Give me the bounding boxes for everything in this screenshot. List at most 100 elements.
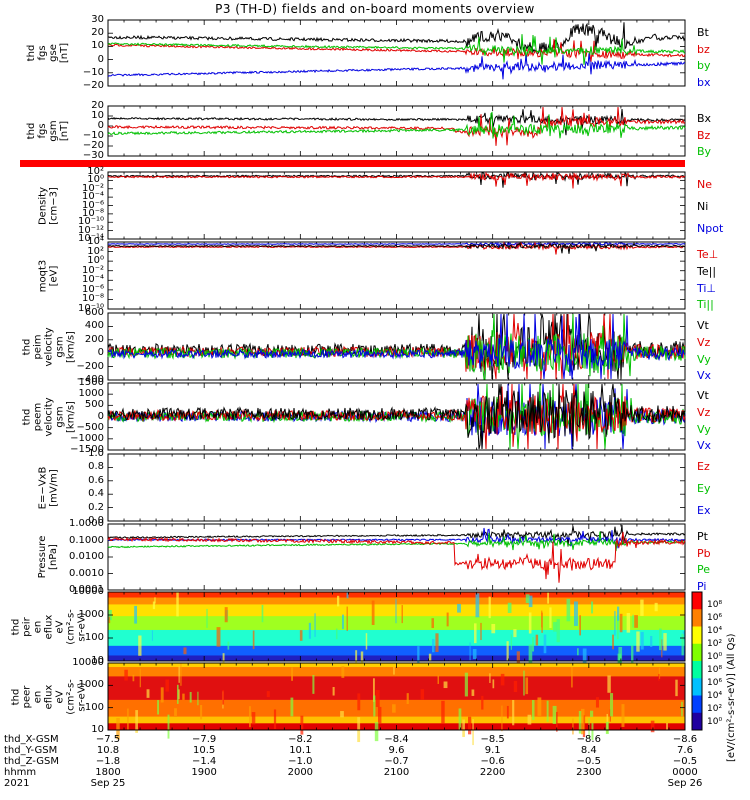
ispec-streak-53: [154, 597, 156, 604]
fgs-ytick-label-2: 10: [91, 40, 104, 52]
ispec-streak-67: [435, 633, 439, 652]
ve-ytick-label-5: −1000: [70, 432, 104, 444]
temp-legend-0: Te⊥: [697, 248, 719, 261]
xaxis-col-0-row-1: 10.8: [96, 745, 120, 756]
fgsgsm-ylabel: thd fgs gsm [nT]: [26, 120, 70, 142]
xaxis-col-3-row-2: −0.7: [384, 756, 409, 767]
ispec-streak-52: [525, 594, 530, 604]
pressure-Pb-line: [107, 531, 686, 583]
xaxis-row-label-2: thd_Z-GSM: [4, 756, 59, 767]
ve-ytick-label-4: −500: [76, 421, 104, 433]
ve-ytick-label-0: 1500: [78, 377, 104, 388]
fgs-ytick-label-4: −10: [82, 66, 104, 78]
ispec-streak-77: [626, 612, 631, 633]
ispec-streak-72: [227, 641, 230, 650]
colorbar-frame: [691, 591, 703, 731]
temp-ytick-label-0: 10⁴: [87, 236, 104, 247]
pressure-ytick-label-0: 1.0000: [69, 518, 104, 529]
espec-ytick-label-1: 1000: [78, 679, 104, 691]
efield-ytick-label-3: 0.4: [88, 488, 104, 500]
ispec-streak-76: [335, 628, 338, 640]
espec-streak-54: [471, 689, 475, 696]
pressure-ytick-label-4: 0.0001: [69, 584, 104, 595]
fgs-ylabel: thd fgs gse [nT]: [26, 42, 70, 64]
colorbar-lower-label-4: 10⁰: [707, 717, 723, 727]
temp-Ti-line: [108, 241, 686, 250]
ispec-streak-79: [108, 616, 111, 624]
espec-streak-30: [607, 675, 611, 693]
espec-streak-79: [591, 723, 594, 740]
espec-streak-32: [406, 693, 409, 705]
espec-streak-8: [139, 668, 141, 688]
xaxis-col-3-row-0: −8.4: [384, 734, 409, 745]
espec-streak-45: [468, 716, 472, 735]
pressure-frame: [107, 523, 686, 591]
pressure-ytick-label-1: 0.1000: [69, 534, 104, 546]
ispec-streak-51: [661, 639, 663, 658]
pressure-Pe-line: [107, 531, 686, 552]
xaxis-col-1-row-0: −7.9: [192, 734, 217, 745]
fgs-legend-0: Bt: [697, 26, 709, 39]
espec-streak-59: [157, 700, 160, 715]
temp-ytick-label-4: 10⁻⁴: [81, 274, 104, 286]
ispec-streak-13: [491, 623, 496, 634]
espec-streak-69: [658, 673, 660, 681]
espec-streak-71: [590, 710, 594, 717]
density-legend-1: Ni: [697, 200, 709, 213]
efield-ytick-label-0: 1.0: [88, 448, 104, 459]
ispec-streak-3: [579, 615, 581, 636]
ispec-streak-26: [151, 630, 153, 641]
ispec-streak-30: [475, 593, 480, 618]
ispec-streak-65: [663, 633, 667, 651]
ispec-streak-50: [582, 648, 587, 669]
ispec-streak-29: [176, 592, 179, 617]
fgsgsm-legend-2: By: [697, 145, 712, 159]
xaxis-row-label-0: thd_X-GSM: [4, 734, 59, 745]
espec-band-2: [108, 676, 685, 701]
xaxis-row-label-3: hhmm: [4, 767, 37, 778]
ispec-streak-5: [640, 599, 644, 616]
vi-Vy-line: [107, 313, 686, 380]
fgsgsm-legend-1: Bz: [697, 128, 711, 142]
espec-streak-48: [525, 677, 529, 695]
espec-ytick-label-0: 10000: [72, 657, 104, 668]
colorbar-lower-label-1: 10⁶: [707, 678, 723, 688]
ispec-streak-10: [528, 595, 533, 608]
colorbar-upper-label-4: 10⁰: [707, 652, 723, 662]
espec-streak-27: [578, 710, 582, 734]
xaxis-col-0-row-2: −1.8: [95, 756, 121, 767]
ispec-streak-45: [365, 633, 368, 650]
ispec-streak-87: [252, 630, 255, 650]
fgs-ytick-label-0: 30: [91, 14, 104, 25]
temp-frame: [107, 241, 686, 310]
ispec-streak-56: [681, 633, 684, 656]
pressure-Pi-line: [107, 527, 686, 549]
ispec-streak-49: [488, 596, 491, 619]
espec-streak-3: [523, 670, 525, 696]
ispec-streak-71: [516, 651, 520, 674]
xaxis-col-6-row-0: −8.6: [672, 734, 698, 745]
vi-ytick-label-0: 600: [84, 307, 104, 318]
fgs-frame: [107, 19, 686, 87]
colorbar-seg-5: [692, 678, 702, 696]
espec-streak-40: [160, 687, 164, 703]
espec-streak-31: [373, 695, 376, 717]
colorbar-lower-label-2: 10⁴: [707, 691, 723, 701]
espec-streak-19: [681, 701, 683, 717]
ispec-streak-6: [640, 631, 644, 650]
efield-ytick-label-4: 0.2: [88, 501, 104, 513]
espec-streak-63: [374, 722, 379, 742]
ispec-streak-38: [617, 606, 620, 621]
ve-legend-0: Vt: [697, 389, 709, 402]
xaxis-col-3-row-3: 2100: [383, 767, 410, 778]
ispec-streak-64: [556, 619, 560, 643]
fgs-legend-3: bx: [697, 75, 711, 89]
espec-streak-16: [180, 663, 182, 686]
ispec-streak-86: [134, 605, 138, 624]
ispec-band-5: [108, 645, 685, 656]
vi-ytick-label-3: 0: [97, 347, 104, 359]
espec-streak-15: [312, 675, 315, 694]
fgs-ytick-label-5: −20: [82, 80, 104, 91]
ispec-streak-83: [541, 612, 543, 633]
xaxis-col-4-row-0: −8.5: [480, 734, 505, 745]
